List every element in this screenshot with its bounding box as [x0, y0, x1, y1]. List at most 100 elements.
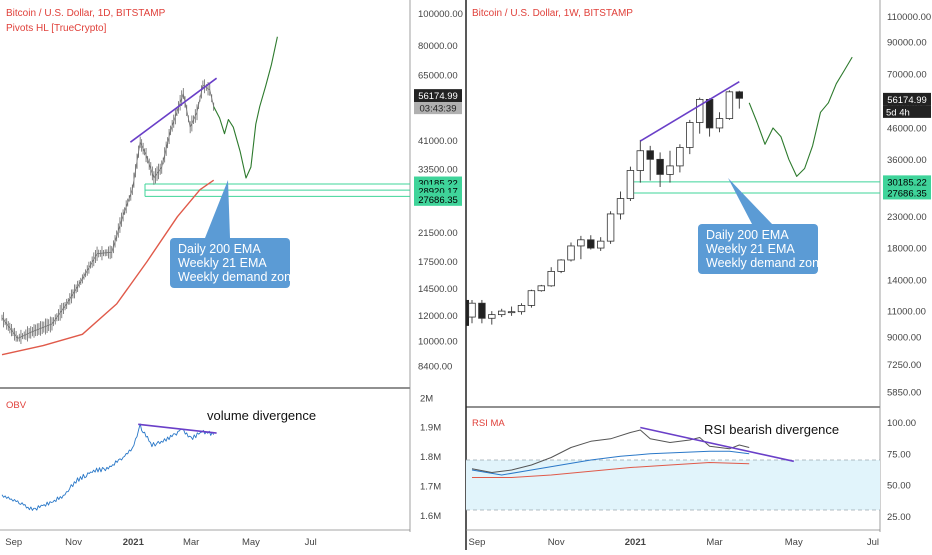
obv-label: OBV	[6, 400, 27, 411]
left-y-tick-label: 14500.00	[418, 284, 458, 295]
left-last-price-tag-bg	[414, 89, 462, 103]
right-candle-body	[527, 290, 536, 306]
rsi-label: RSI MA	[472, 418, 505, 429]
left-zone-price-tag: 30185.22	[418, 179, 458, 190]
right-candle-body	[497, 310, 506, 316]
right-candle-body	[557, 259, 565, 272]
right-y-tick-label: 110000.00	[887, 12, 931, 23]
obv-y-tick-label: 1.8M	[420, 452, 441, 463]
right-trendline	[639, 81, 740, 142]
right-candle-body	[715, 118, 724, 129]
right-y-tick-label: 7250.00	[887, 360, 921, 371]
right-callout-line-1: Daily 200 EMA	[706, 228, 789, 242]
right-zone-price-tag-bg	[883, 186, 931, 200]
left-zone-price-tag: 28920.17	[418, 187, 458, 198]
right-y-tick-label: 90000.00	[887, 38, 927, 49]
left-x-tick-label: 2021	[123, 537, 145, 548]
right-candle-body	[567, 245, 575, 261]
right-y-tick-label: 9000.00	[887, 332, 921, 343]
rsi-ma-line	[471, 450, 750, 476]
right-y-tick-label: 11000.00	[887, 307, 926, 318]
right-candle-body	[735, 91, 743, 99]
right-candle-body	[547, 270, 555, 287]
right-callout-line-2: Weekly 21 EMA	[706, 242, 795, 256]
left-y-tick-label: 21500.00	[418, 228, 458, 239]
right-candle-body	[616, 198, 625, 215]
right-candle-body	[606, 213, 615, 242]
left-x-tick-label: Mar	[183, 537, 199, 548]
right-candle-body	[646, 150, 654, 160]
left-y-tick-label: 65000.00	[418, 70, 458, 81]
rsi-y-tick-label: 75.00	[887, 449, 911, 460]
left-countdown-bg	[414, 102, 462, 115]
right-y-tick-label: 5850.00	[887, 387, 921, 398]
left-trendline	[129, 77, 218, 143]
obv-y-tick-label: 2M	[420, 393, 433, 404]
rsi-y-tick-label: 25.00	[887, 512, 911, 523]
right-candle-body	[686, 122, 694, 148]
rsi-y-tick-label: 100.00	[887, 418, 916, 429]
right-last-price-tag-bg	[883, 92, 931, 106]
left-callout-line-2: Weekly 21 EMA	[178, 256, 267, 270]
right-candle-body	[537, 285, 545, 292]
right-x-tick-label: Nov	[548, 537, 565, 548]
obv-annotation: volume divergence	[207, 408, 316, 423]
right-candle-body	[705, 98, 714, 129]
right-candle-body	[666, 165, 674, 175]
left-y-tick-label: 8400.00	[418, 362, 452, 373]
right-candle-body	[577, 239, 585, 247]
right-countdown-bg	[883, 105, 931, 118]
obv-line	[1, 423, 215, 511]
left-zone-price-tag-bg	[414, 192, 462, 206]
left-annotation-callout: Daily 200 EMA Weekly 21 EMA Weekly deman…	[170, 238, 298, 288]
rsi-y-tick-label: 50.00	[887, 481, 911, 492]
left-price-line	[1, 84, 215, 339]
left-y-tick-label: 12000.00	[418, 311, 458, 322]
right-candle-body	[725, 91, 734, 119]
left-indicator-label: Pivots HL [TrueCrypto]	[6, 23, 107, 34]
right-candle-body	[597, 240, 605, 249]
rsi-band	[466, 460, 880, 510]
left-y-tick-label: 100000.00	[418, 9, 463, 20]
right-candle-body	[636, 150, 644, 171]
right-candle-body	[488, 314, 496, 319]
left-callout-line-1: Daily 200 EMA	[178, 242, 261, 256]
left-countdown-label: 03:43:39	[420, 104, 457, 115]
left-x-tick-label: Nov	[65, 537, 82, 548]
left-y-tick-label: 41000.00	[418, 136, 458, 147]
left-chart-title: Bitcoin / U.S. Dollar, 1D, BITSTAMP	[6, 8, 166, 19]
right-candle-body	[676, 147, 684, 167]
right-candle-body	[626, 170, 635, 199]
left-zone-price-tag: 27686.35	[418, 195, 458, 206]
left-last-price-tag: 56174.99	[418, 91, 458, 102]
rsi-annotation: RSI bearish divergence	[704, 422, 839, 437]
left-projection-path	[213, 36, 278, 179]
obv-y-tick-label: 1.6M	[420, 511, 441, 522]
right-annotation-callout: Daily 200 EMA Weekly 21 EMA Weekly deman…	[698, 224, 826, 274]
right-zone-price-tag: 27686.35	[887, 188, 927, 199]
right-candle-body	[517, 305, 526, 313]
obv-y-tick-label: 1.9M	[420, 423, 441, 434]
right-zone-price-tag-bg	[883, 175, 931, 189]
obv-y-tick-label: 1.7M	[420, 481, 441, 492]
right-x-tick-label: Jul	[867, 537, 879, 548]
right-y-tick-label: 70000.00	[887, 70, 927, 81]
right-countdown-label: 5d 4h	[886, 107, 910, 118]
right-candle-body	[656, 158, 664, 175]
left-ema-200-line	[1, 179, 215, 356]
left-y-tick-label: 80000.00	[418, 41, 458, 52]
right-x-tick-label: 2021	[625, 537, 647, 548]
right-x-tick-label: May	[785, 537, 803, 548]
right-candle-body	[507, 311, 516, 314]
right-chart-title: Bitcoin / U.S. Dollar, 1W, BITSTAMP	[472, 8, 633, 19]
right-x-tick-label: Mar	[706, 537, 722, 548]
right-partial-candle	[466, 299, 469, 326]
right-y-tick-label: 14000.00	[887, 276, 927, 287]
right-callout-line-3: Weekly demand zone	[706, 256, 826, 270]
right-projection-path	[748, 56, 853, 177]
rsi-line	[471, 429, 750, 473]
left-x-tick-label: Jul	[305, 537, 317, 548]
left-y-tick-label: 10000.00	[418, 337, 458, 348]
